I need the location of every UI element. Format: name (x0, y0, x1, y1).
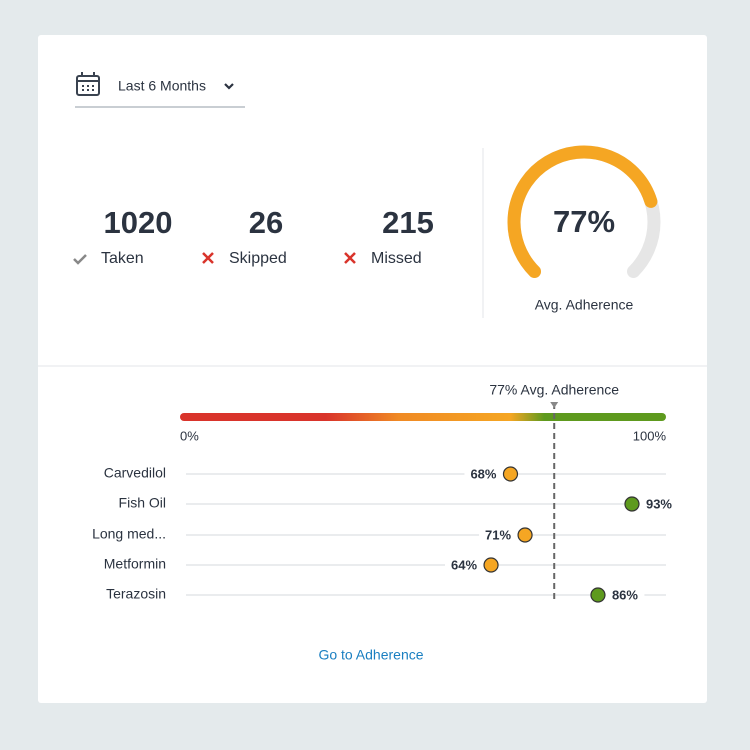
x-icon (344, 252, 356, 264)
dot (590, 587, 606, 603)
label-background (479, 526, 518, 544)
value-label: 86% (612, 587, 638, 602)
filter-label[interactable]: Last 6 Months (118, 78, 206, 94)
dropdown-chevron[interactable] (224, 83, 234, 90)
x-tick-label: 0% (180, 428, 199, 443)
x-tick-label: 100% (633, 428, 667, 443)
dot (483, 557, 499, 573)
category-label: Terazosin (106, 586, 166, 602)
category-label: Metformin (104, 556, 166, 572)
label-background (464, 465, 503, 483)
dot (517, 527, 533, 543)
dot (624, 496, 640, 512)
value-label: 93% (646, 496, 672, 511)
stat-label: Missed (371, 250, 422, 267)
label-background (445, 556, 484, 574)
category-label: Fish Oil (119, 495, 166, 511)
value-label: 64% (451, 557, 477, 572)
label-background (639, 495, 679, 513)
gauge-value-label: 77% (553, 204, 615, 239)
stat-value: 1020 (104, 205, 173, 240)
avg-label: 77% Avg. Adherence (489, 382, 619, 398)
value-label: 68% (470, 466, 496, 481)
label-background (605, 586, 645, 604)
card (38, 35, 707, 703)
category-label: Carvedilol (104, 465, 166, 481)
value-label: 71% (485, 527, 511, 542)
stat-label: Skipped (229, 250, 287, 267)
stat-value: 26 (249, 205, 283, 240)
dot (502, 466, 519, 482)
gauge-label: Avg. Adherence (535, 297, 634, 313)
gauge-value (507, 145, 658, 278)
x-icon (202, 252, 214, 264)
avg-marker (550, 402, 559, 408)
stat-label: Taken (101, 250, 144, 267)
calendar-icon[interactable] (76, 72, 100, 96)
check-icon (73, 254, 87, 265)
adherence-scale (180, 413, 666, 421)
link[interactable]: Go to Adherence (318, 647, 423, 663)
stat-value: 215 (382, 205, 434, 240)
category-label: Long med... (92, 526, 166, 542)
